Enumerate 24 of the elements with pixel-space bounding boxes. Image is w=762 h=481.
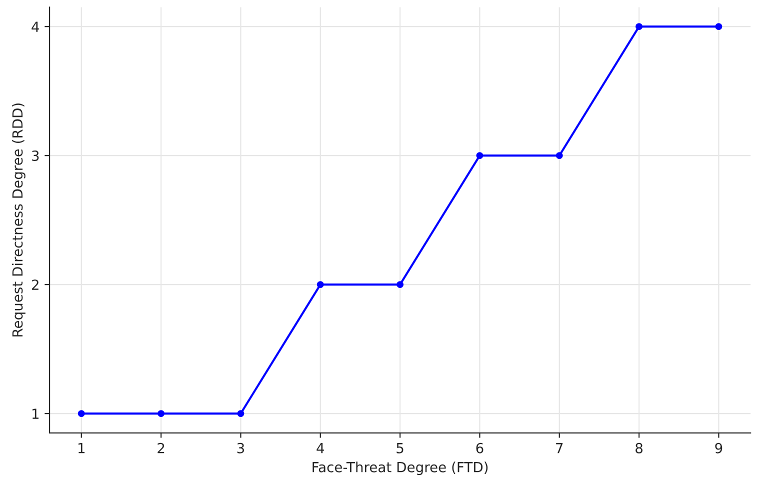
y-tick-label: 4 xyxy=(32,22,40,32)
point xyxy=(158,410,165,418)
point xyxy=(237,410,244,418)
x-axis-title: Face-Threat Degree (FTD) xyxy=(312,462,488,476)
x-tick-label: 9 xyxy=(715,442,722,454)
y-tick-label: 3 xyxy=(32,150,39,162)
x-tick-label: 8 xyxy=(636,442,643,454)
y-axis-title: Request Directness Degree (RDD) xyxy=(12,104,26,336)
point xyxy=(476,152,484,160)
x-tick-label: 7 xyxy=(556,443,563,454)
point xyxy=(78,410,85,418)
y-tick-label: 1 xyxy=(32,408,39,419)
y-tick-label: 2 xyxy=(32,280,38,290)
point xyxy=(715,23,722,30)
point xyxy=(396,281,404,288)
point xyxy=(316,281,324,288)
point xyxy=(556,152,563,160)
x-tick-label: 6 xyxy=(476,442,484,454)
x-tick-label: 1 xyxy=(78,443,85,454)
x-tick-label: 4 xyxy=(316,443,324,454)
x-tick-label: 5 xyxy=(396,443,404,454)
x-tick-label: 2 xyxy=(158,442,164,454)
x-tick-label: 3 xyxy=(237,442,244,454)
point xyxy=(636,23,643,30)
